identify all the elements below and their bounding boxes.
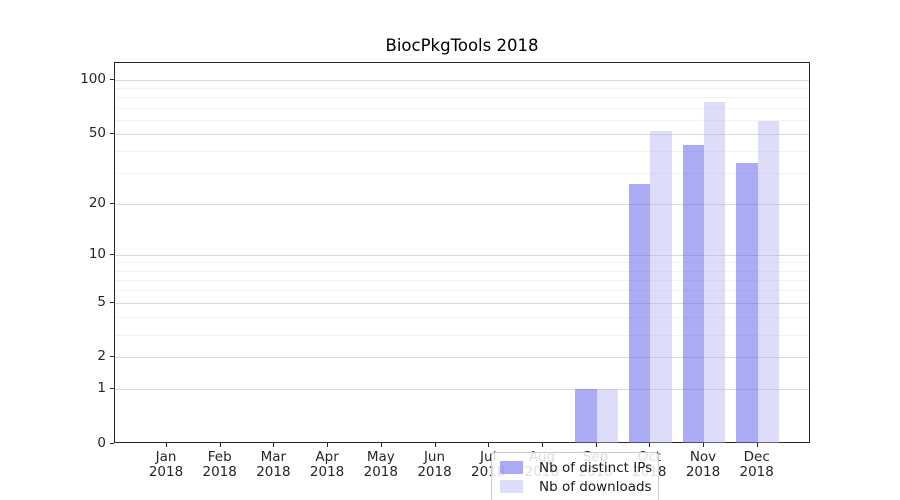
grid-major-line [115, 389, 809, 391]
x-axis-tick [327, 443, 329, 447]
x-axis-tick [595, 443, 597, 447]
x-axis-tick [166, 443, 167, 447]
grid-minor-line [115, 290, 809, 292]
grid-minor-line [115, 173, 809, 175]
x-tick-label: May 2018 [363, 449, 398, 480]
x-axis-tick [219, 443, 221, 447]
grid-major-line [115, 254, 809, 256]
y-tick-label: 50 [88, 124, 106, 141]
x-tick-label: Jan 2018 [148, 449, 184, 480]
y-tick-label: 10 [88, 245, 106, 262]
legend-swatch-downloads [500, 480, 523, 493]
grid-major-line [115, 302, 809, 304]
x-axis-tick [649, 443, 651, 447]
bar-downloads-sep-2018 [596, 389, 619, 443]
x-tick-label: Nov 2018 [685, 449, 721, 480]
x-axis-tick [273, 443, 275, 447]
grid-minor-line [115, 97, 809, 99]
y-tick-label: 1 [97, 380, 106, 397]
x-axis-tick [488, 443, 490, 447]
bar-downloads-oct-2018 [650, 130, 672, 443]
legend-entry-distinct-ips: Nb of distinct IPs [500, 458, 653, 477]
legend-label-distinct-ips: Nb of distinct IPs [539, 459, 653, 476]
y-axis-tick [110, 202, 114, 204]
grid-minor-line [115, 119, 809, 121]
y-axis-tick [110, 78, 114, 80]
bar-distinct-ips-nov-2018 [682, 145, 704, 443]
grid-major-line [115, 357, 809, 359]
grid-minor-line [115, 88, 809, 90]
y-axis-tick [110, 253, 114, 255]
grid-minor-line [115, 279, 809, 281]
legend-entry-downloads: Nb of downloads [500, 477, 652, 496]
y-axis-tick [110, 356, 114, 358]
y-tick-label: 20 [88, 194, 106, 211]
y-tick-label: 100 [80, 70, 106, 87]
x-axis-tick [380, 443, 382, 447]
x-tick-label: Apr 2018 [309, 449, 345, 480]
y-axis-tick [110, 443, 114, 444]
x-tick-label: Feb 2018 [202, 449, 237, 480]
x-axis-tick [703, 443, 704, 447]
grid-major-line [115, 79, 809, 81]
y-axis-tick [110, 388, 114, 390]
y-tick-label: 2 [97, 348, 106, 365]
y-axis-tick [110, 132, 114, 134]
x-tick-label: Mar 2018 [256, 449, 291, 480]
grid-minor-line [115, 270, 809, 272]
x-tick-label: Jun 2018 [417, 449, 452, 480]
plot-area: Nb of distinct IPs Nb of downloads [114, 62, 810, 500]
legend-swatch-distinct-ips [500, 461, 523, 474]
x-axis-tick [434, 443, 436, 447]
grid-minor-line [115, 150, 809, 152]
bar-distinct-ips-oct-2018 [628, 183, 651, 443]
grid-major-line [115, 133, 809, 135]
bar-downloads-nov-2018 [704, 102, 726, 443]
chart-title: BiocPkgTools 2018 [385, 36, 539, 55]
y-tick-label: 5 [97, 293, 106, 310]
legend: Nb of distinct IPs Nb of downloads [491, 452, 659, 500]
y-tick-label: 0 [97, 435, 106, 451]
bar-distinct-ips-sep-2018 [575, 389, 597, 443]
grid-minor-line [115, 334, 809, 336]
legend-label-downloads: Nb of downloads [539, 478, 652, 495]
x-axis-tick [541, 443, 543, 447]
x-axis-tick [756, 443, 758, 447]
grid-minor-line [115, 107, 809, 109]
grid-major-line [115, 203, 809, 205]
bar-downloads-dec-2018 [757, 120, 780, 443]
bar-distinct-ips-dec-2018 [736, 163, 758, 443]
y-axis-tick [110, 301, 114, 303]
grid-minor-line [115, 317, 809, 318]
x-tick-label: Dec 2018 [739, 449, 774, 480]
grid-minor-line [115, 262, 809, 264]
